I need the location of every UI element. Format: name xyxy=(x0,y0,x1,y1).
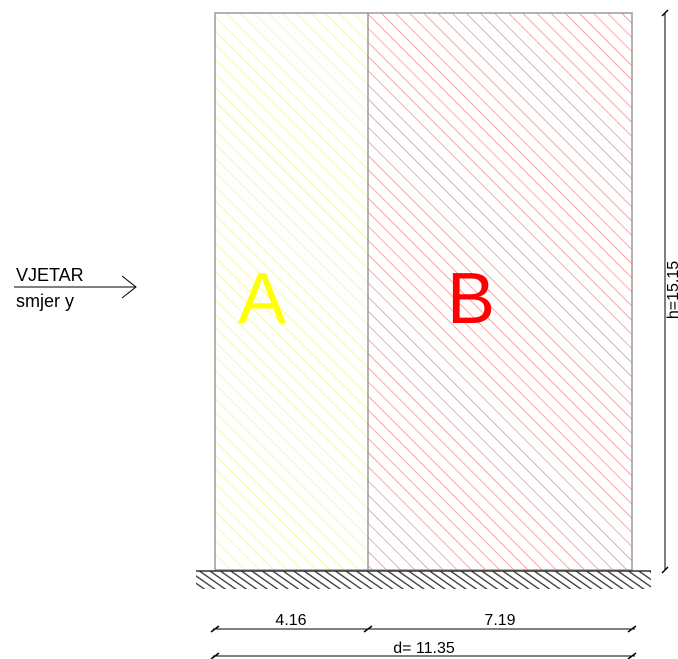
ground-hatch xyxy=(196,571,651,589)
dimension-line-zones xyxy=(210,625,637,633)
wall-height: h=15.15 xyxy=(665,261,678,319)
dimension-line-height xyxy=(661,9,669,574)
zone-b-width: 7.19 xyxy=(484,612,515,629)
dimension-line-depth xyxy=(210,652,637,659)
wall-outline xyxy=(214,12,633,571)
wind-label: VJETAR xyxy=(16,265,84,285)
total-depth: d= 11.35 xyxy=(393,640,455,657)
wind-direction-label: smjer y xyxy=(16,291,74,311)
wind-arrow-icon xyxy=(14,275,137,299)
zone-a-label: A xyxy=(238,259,286,339)
zone-a-area xyxy=(215,13,368,570)
zone-a-width: 4.16 xyxy=(275,612,306,629)
zone-b-label: B xyxy=(447,259,495,339)
zone-b-area xyxy=(368,13,632,570)
